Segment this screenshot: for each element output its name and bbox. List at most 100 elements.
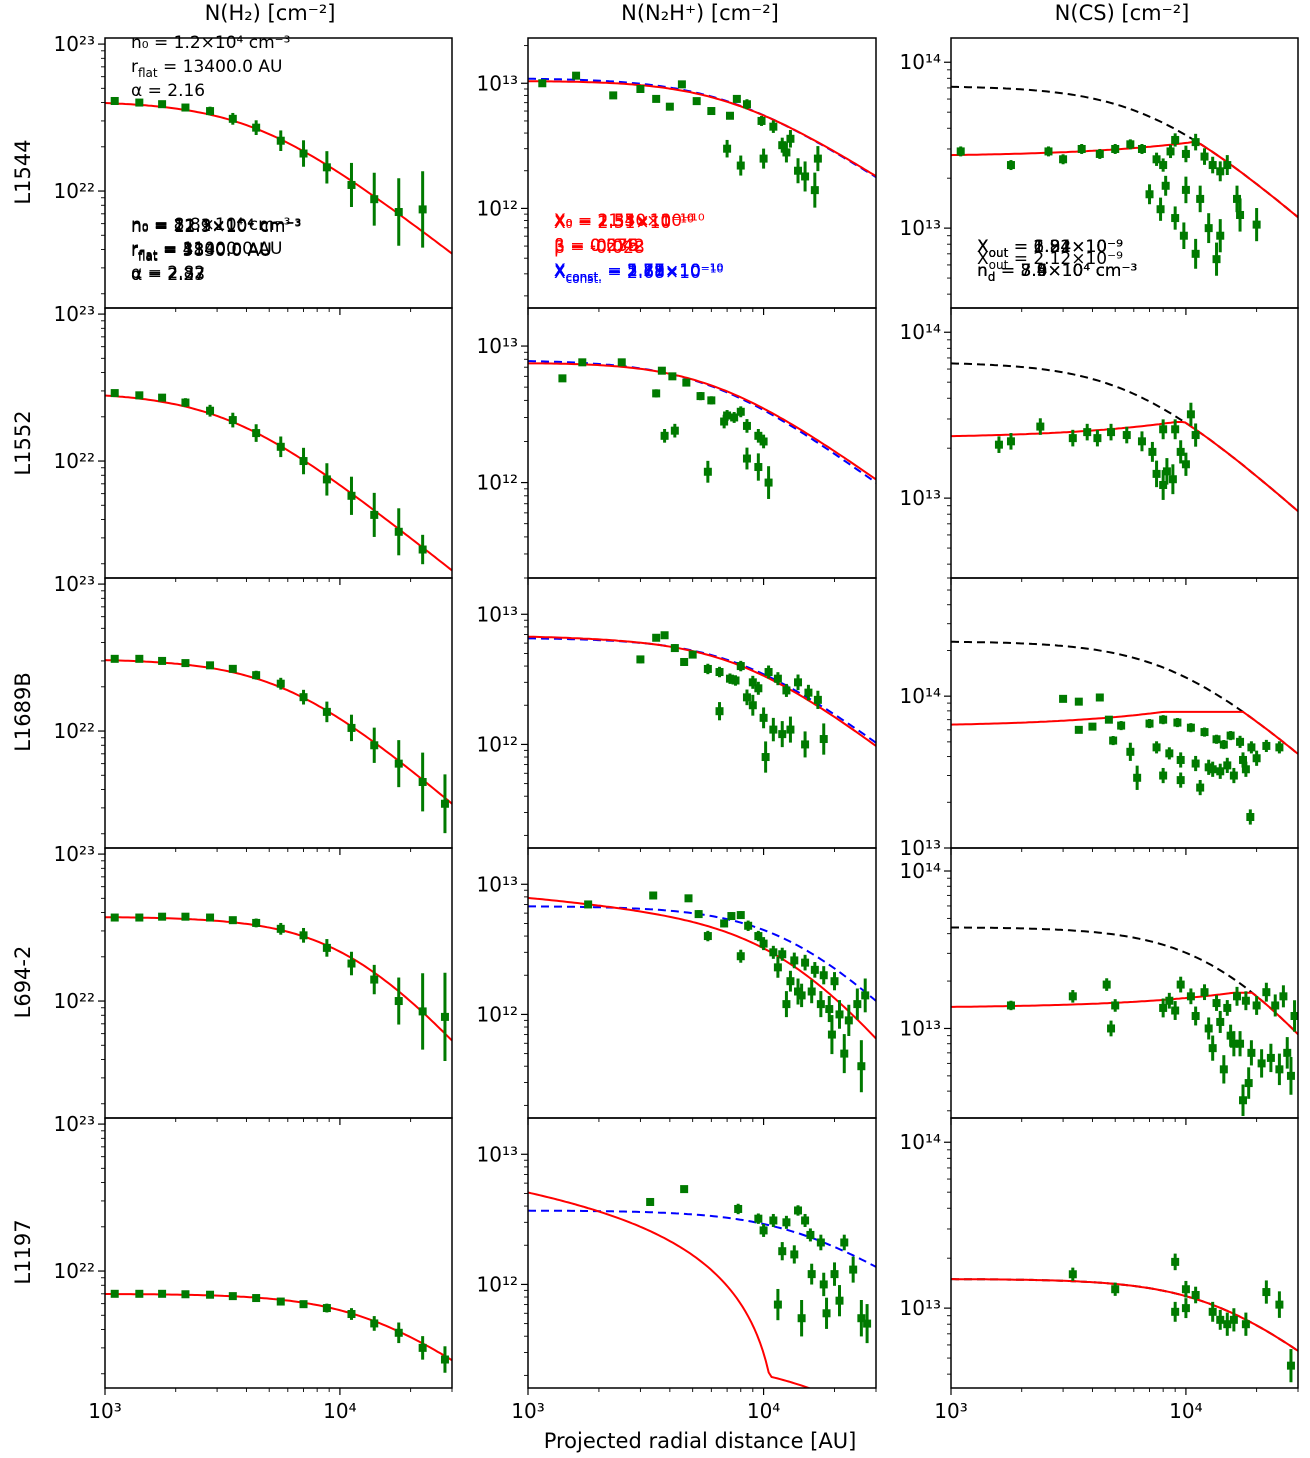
annotation-1: β = -0.028: [554, 238, 645, 258]
data-marker: [1145, 190, 1154, 199]
data-point: [759, 937, 768, 951]
data-point: [1111, 1282, 1120, 1296]
data-point: [1186, 723, 1195, 733]
x-axis: 10³ 10⁴: [511, 1388, 877, 1423]
data-point: [857, 1040, 866, 1093]
data-point: [538, 79, 547, 88]
data-point: [1191, 423, 1200, 447]
data-point: [1122, 426, 1131, 444]
data-point: [1159, 998, 1168, 1018]
data-point: [1111, 144, 1120, 154]
x-axis: [950, 848, 1299, 855]
data-marker: [725, 111, 734, 120]
data-point: [1074, 725, 1083, 734]
data-marker: [742, 693, 751, 702]
data-marker: [322, 163, 331, 172]
data-point: [110, 913, 119, 922]
data-point: [110, 1289, 119, 1298]
data-point: [1107, 423, 1116, 441]
x-axis: [950, 308, 1299, 315]
data-point: [794, 158, 803, 184]
data-marker: [440, 1355, 449, 1364]
data-point: [1006, 433, 1015, 450]
data-point: [794, 1205, 803, 1216]
data-point: [861, 978, 870, 1013]
annotation-1: β = 0.579: [554, 236, 639, 256]
data-point: [744, 920, 753, 931]
x-axis: [104, 578, 453, 585]
column-title-h2: N(H₂) [cm⁻²]: [205, 1, 336, 25]
annotation-0: Xout = 1.81×10⁻⁹: [977, 237, 1123, 260]
data-marker: [206, 107, 215, 116]
data-point: [1279, 985, 1288, 1008]
data-marker: [1247, 743, 1256, 752]
data-marker: [723, 411, 732, 420]
data-marker: [1186, 992, 1195, 1001]
data-point: [807, 979, 816, 1004]
data-point: [158, 656, 167, 665]
data-point: [394, 508, 403, 556]
plot-area: [105, 96, 452, 255]
data-point: [299, 689, 308, 705]
data-point: [822, 1297, 831, 1329]
data-marker: [1262, 1288, 1271, 1297]
annotation-2: α = 2.27: [131, 265, 205, 285]
x-axis-title: Projected radial distance [AU]: [544, 1429, 857, 1453]
y-axis: 10¹⁴ 10¹³: [900, 577, 951, 860]
data-marker: [1216, 167, 1225, 176]
data-point: [786, 716, 795, 743]
data-marker: [1176, 776, 1185, 785]
data-marker: [1290, 1011, 1298, 1020]
data-marker: [769, 725, 778, 734]
data-point: [228, 412, 237, 428]
data-point: [347, 1308, 356, 1320]
data-marker: [835, 1010, 844, 1019]
axes-frame: [104, 577, 453, 849]
y-axis: 10²³ 10²²: [54, 1112, 105, 1375]
data-marker: [299, 931, 308, 940]
data-point: [1191, 1006, 1200, 1026]
data-point: [636, 84, 645, 93]
data-point: [1212, 242, 1221, 276]
y-tick-label: 10¹³: [900, 836, 941, 860]
data-point: [754, 1213, 763, 1224]
data-marker: [110, 654, 119, 663]
data-marker: [773, 674, 782, 683]
data-point: [1229, 1308, 1238, 1332]
data-point: [1145, 184, 1154, 205]
data-marker: [742, 100, 751, 109]
data-marker: [736, 952, 745, 961]
row-label-l1552: L1552: [11, 410, 35, 475]
data-point: [1223, 757, 1232, 773]
axes-frame: [950, 307, 1299, 579]
data-point: [110, 389, 119, 398]
data-marker: [558, 374, 567, 383]
data-marker: [252, 123, 261, 132]
y-axis: 10¹³ 10¹²: [477, 334, 528, 579]
data-marker: [688, 650, 697, 659]
data-point: [1200, 727, 1209, 737]
x-tick-label: 10³: [88, 1399, 121, 1423]
data-point: [1200, 984, 1209, 1001]
data-marker: [1233, 194, 1242, 203]
data-point: [1006, 1000, 1015, 1011]
data-point: [794, 674, 803, 691]
data-point: [688, 650, 697, 659]
data-marker: [1252, 220, 1261, 229]
data-point: [1223, 1312, 1232, 1336]
data-point: [1077, 144, 1086, 154]
no-depletion-line: [951, 85, 1298, 218]
data-point: [1159, 715, 1168, 725]
annotation-0: X₀ = 2.51×10⁻¹⁰: [554, 213, 694, 233]
y-axis: 10²³ 10²²: [54, 302, 105, 565]
data-marker: [660, 431, 669, 440]
data-point: [1229, 767, 1238, 784]
data-point: [707, 396, 716, 405]
data-marker: [158, 100, 167, 109]
data-point: [677, 80, 686, 89]
y-tick-label: 10¹³: [900, 486, 941, 510]
data-marker: [652, 633, 661, 642]
data-point: [181, 103, 190, 112]
data-marker: [801, 1216, 810, 1225]
data-marker: [1006, 161, 1015, 170]
